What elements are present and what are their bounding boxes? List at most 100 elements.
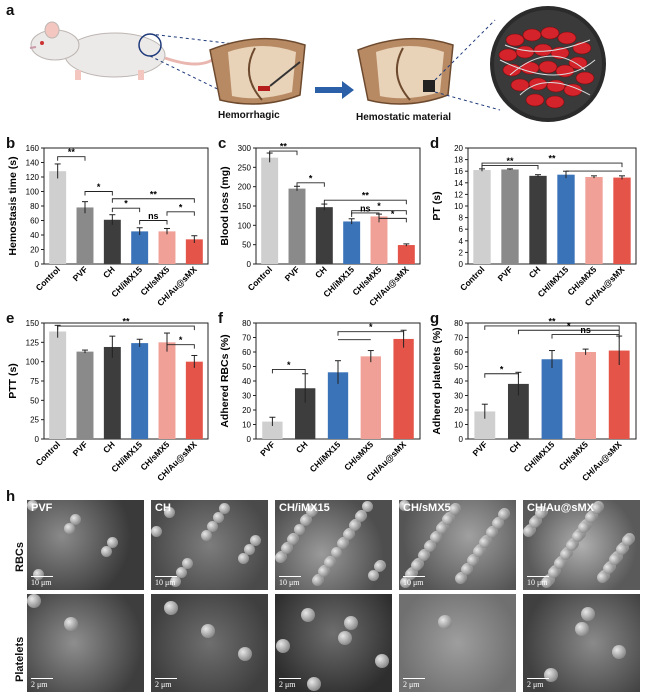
y-axis-label: Blood loss (mg) bbox=[219, 166, 231, 245]
rbc-cell bbox=[170, 576, 181, 587]
bar bbox=[158, 342, 176, 439]
platelet-cell bbox=[338, 631, 352, 645]
scale-bar bbox=[527, 575, 549, 577]
bar bbox=[76, 207, 94, 264]
rbc-cell bbox=[560, 549, 571, 560]
platelet-cell bbox=[581, 607, 595, 621]
rbc-cell bbox=[213, 512, 224, 523]
sem-image-plt: 2 μm bbox=[151, 594, 268, 692]
significance-bracket bbox=[111, 207, 141, 213]
y-tick-label: 25 bbox=[30, 416, 39, 425]
bar bbox=[575, 352, 597, 439]
significance-bracket bbox=[166, 344, 195, 349]
significance-label: ** bbox=[150, 189, 158, 199]
platelet-cell bbox=[276, 639, 290, 653]
significance-bracket bbox=[84, 191, 113, 196]
x-tick-label: PVF bbox=[470, 439, 489, 458]
y-tick-label: 75 bbox=[30, 377, 39, 386]
rbc-cell bbox=[201, 530, 212, 541]
y-tick-label: 0 bbox=[35, 260, 40, 269]
scale-bar-label: 10 μm bbox=[527, 578, 548, 587]
rbc-cell bbox=[281, 543, 292, 554]
x-tick-label: PVF bbox=[283, 264, 302, 283]
rbc-cell bbox=[337, 538, 348, 549]
plot-frame bbox=[255, 147, 421, 265]
scale-bar bbox=[279, 677, 301, 679]
significance-label: * bbox=[309, 173, 313, 183]
rbc-cell bbox=[355, 511, 366, 522]
sem-image-rbc: CH 10 μm bbox=[151, 500, 268, 590]
significance-bracket bbox=[517, 329, 620, 335]
bar bbox=[327, 372, 349, 439]
rbc-cell bbox=[436, 523, 447, 534]
y-tick-label: 60 bbox=[30, 217, 39, 226]
rbc-cell bbox=[492, 518, 503, 529]
significance-bracket bbox=[271, 368, 306, 374]
panel-g-label: g bbox=[430, 310, 440, 327]
rbc-cell bbox=[331, 547, 342, 558]
rbc-cell bbox=[479, 537, 490, 548]
significance-bracket bbox=[337, 331, 405, 336]
y-tick-label: 10 bbox=[454, 421, 463, 430]
rbc-cell bbox=[486, 527, 497, 538]
rbc-cell bbox=[529, 517, 540, 528]
scale-bar bbox=[403, 677, 425, 679]
significance-label: ns bbox=[580, 325, 591, 335]
rbc-cell bbox=[449, 504, 460, 515]
bar bbox=[261, 157, 279, 264]
sem-tile-label: CH/iMX15 bbox=[279, 502, 330, 514]
process-arrow bbox=[315, 81, 354, 99]
y-tick-label: 60 bbox=[242, 348, 251, 357]
x-tick-label: CH bbox=[507, 439, 523, 455]
significance-bracket bbox=[166, 211, 195, 216]
sem-image-rbc: CH/iMX15 10 μm bbox=[275, 500, 392, 590]
y-tick-label: 18 bbox=[454, 156, 463, 165]
rbc-cell bbox=[238, 553, 249, 564]
rbc-cell bbox=[572, 531, 583, 542]
bar bbox=[131, 231, 149, 264]
rbc-cell bbox=[306, 506, 317, 517]
bar bbox=[295, 388, 316, 439]
significance-bracket bbox=[111, 198, 195, 203]
y-tick-label: 150 bbox=[26, 319, 40, 328]
scale-bar-label: 10 μm bbox=[155, 578, 176, 587]
y-tick-label: 0 bbox=[35, 435, 40, 444]
row-label-rbcs: RBCs bbox=[14, 542, 26, 572]
y-axis-label: Adhered platelets (%) bbox=[431, 327, 443, 434]
y-tick-label: 2 bbox=[459, 248, 464, 257]
y-tick-label: 80 bbox=[30, 202, 39, 211]
significance-bracket bbox=[139, 220, 168, 225]
rbc-cell bbox=[176, 567, 187, 578]
scale-bar bbox=[527, 677, 549, 679]
platelet-cell bbox=[238, 647, 252, 661]
y-tick-label: 60 bbox=[454, 348, 463, 357]
y-tick-label: 4 bbox=[459, 237, 464, 246]
row-label-platelets: Platelets bbox=[14, 636, 26, 682]
rbc-cell bbox=[349, 520, 360, 531]
rbc-cell bbox=[164, 507, 175, 518]
bar bbox=[608, 350, 630, 439]
scale-bar bbox=[155, 575, 177, 577]
y-tick-label: 100 bbox=[26, 188, 40, 197]
rbc-cell bbox=[70, 514, 81, 525]
rbc-cell bbox=[578, 522, 589, 533]
rbc-cell bbox=[554, 558, 565, 569]
rbc-cell bbox=[151, 526, 162, 537]
significance-label: * bbox=[124, 199, 128, 209]
y-tick-label: 50 bbox=[30, 396, 39, 405]
rbc-cell bbox=[442, 514, 453, 525]
rbc-cell bbox=[461, 564, 472, 575]
chart-g: 0 10 20 30 40 50 60 70 80 Adhered platelets (%) PV… bbox=[431, 316, 637, 483]
rbc-cell bbox=[498, 509, 509, 520]
platelet-cell bbox=[164, 601, 178, 615]
rbc-cell bbox=[362, 501, 373, 512]
material-closeup bbox=[490, 6, 606, 122]
rbc-cell bbox=[622, 535, 633, 546]
x-tick-label: PVF bbox=[71, 439, 90, 458]
y-tick-label: 0 bbox=[247, 435, 252, 444]
rbc-cell bbox=[343, 529, 354, 540]
y-tick-label: 10 bbox=[454, 202, 463, 211]
bar bbox=[343, 221, 361, 264]
bar bbox=[185, 361, 203, 439]
